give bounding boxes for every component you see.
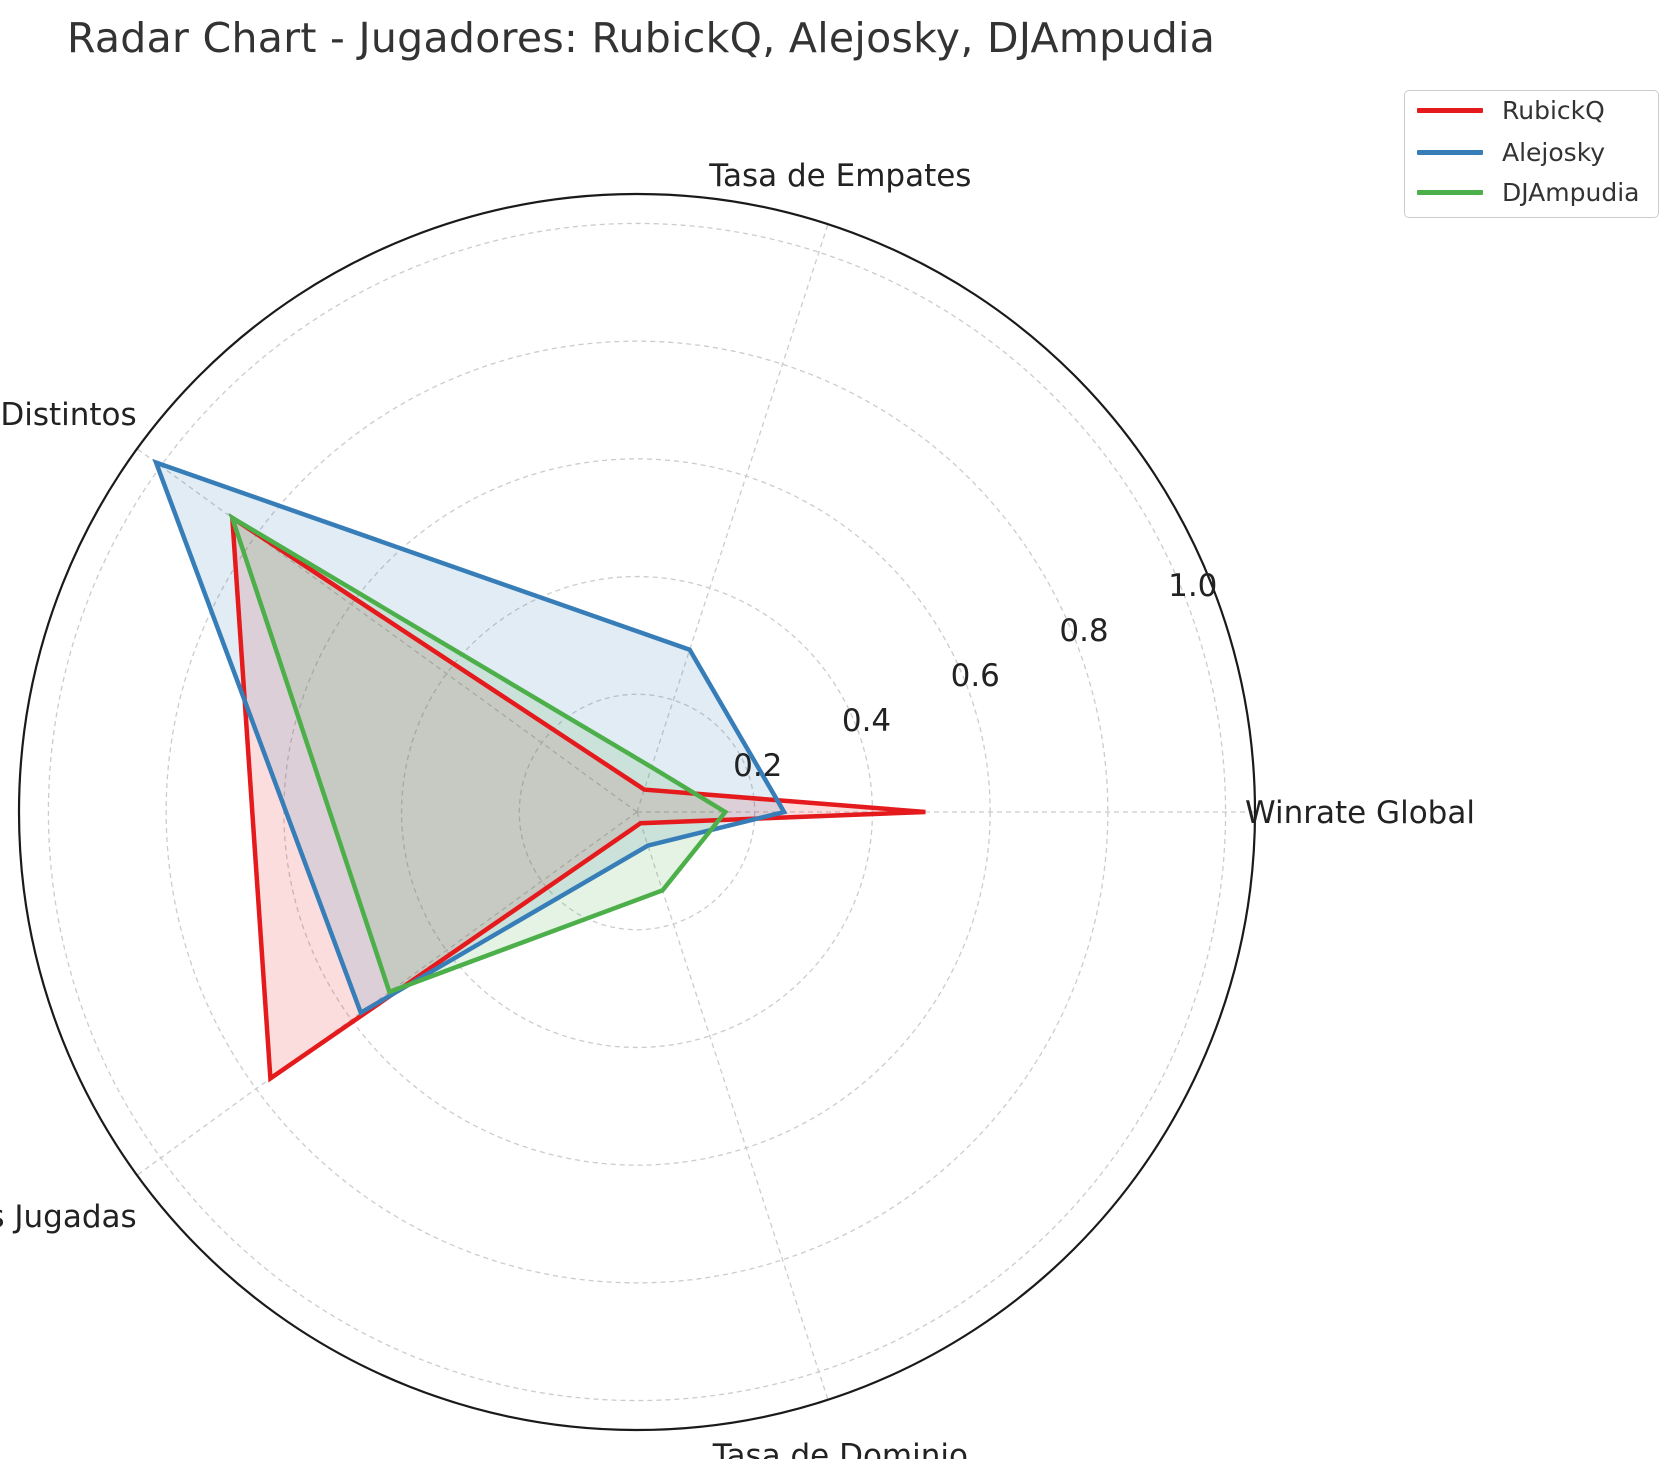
spoke-partidas-jugadas [136, 811, 638, 1176]
axis-label-partidas-jugadas: Partidas Jugadas [0, 1199, 137, 1235]
legend-line-rubickq [1417, 107, 1483, 113]
spoke-tasa-de-dominio [636, 811, 829, 1400]
r-tick-label-3: 0.8 [1059, 613, 1108, 649]
series-fill-rubickq [232, 517, 926, 1079]
series-line-djampudia [228, 512, 729, 995]
spoke-tasa-de-empates [636, 224, 829, 813]
r-tick-label-0: 0.2 [733, 748, 782, 784]
axis-label-rivales-distintos: Rivales Distintos [0, 397, 137, 433]
axis-label-tasa-de-empates: Tasa de Empates [708, 158, 971, 194]
legend-label-alejosky: Alejosky [1502, 137, 1606, 167]
legend-label-rubickq: RubickQ [1502, 95, 1605, 125]
legend: RubickQ Alejosky DJAmpudia [1404, 90, 1659, 218]
axis-label-winrate-global: Winrate Global [1245, 795, 1475, 831]
spoke-rivales-distintos [136, 448, 638, 813]
r-tick-label-1: 0.4 [842, 703, 891, 739]
axis-label-tasa-de-dominio: Tasa de Dominio [712, 1438, 968, 1459]
legend-line-alejosky [1417, 149, 1483, 155]
legend-item-rubickq: RubickQ [1417, 95, 1605, 125]
legend-line-djampudia [1417, 189, 1483, 195]
r-tick-label-2: 0.6 [951, 658, 1000, 694]
chart-title: Radar Chart - Jugadores: RubickQ, Alejos… [67, 14, 1216, 62]
r-tick-label-4: 1.0 [1168, 568, 1217, 604]
legend-item-djampudia: DJAmpudia [1417, 177, 1640, 207]
series-line-alejosky [152, 458, 788, 1016]
series-fill-alejosky [156, 462, 785, 1013]
outer-circle [17, 192, 1257, 1432]
legend-item-alejosky: Alejosky [1417, 137, 1605, 167]
legend-label-djampudia: DJAmpudia [1502, 177, 1640, 207]
